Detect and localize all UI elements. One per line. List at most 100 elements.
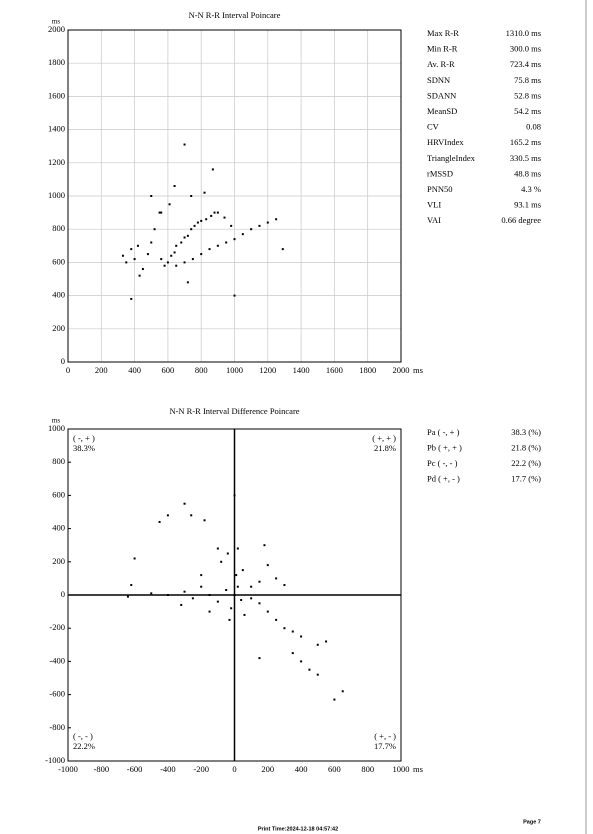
point (266, 221, 269, 224)
y-tick-label: 800 (52, 223, 65, 233)
point (200, 574, 203, 577)
point (190, 228, 193, 231)
point (208, 594, 211, 596)
y-tick-label: 600 (52, 256, 65, 266)
quadrant-percent: 22.2% (73, 741, 95, 751)
x-tick-label: -1000 (58, 764, 78, 774)
point (235, 574, 238, 577)
x-unit: ms (413, 365, 423, 375)
x-tick-label: 200 (95, 365, 108, 375)
point (226, 552, 229, 555)
x-tick-label: 600 (162, 365, 175, 375)
x-tick-label: -600 (127, 764, 143, 774)
stat-value: 165.2 ms (510, 137, 541, 147)
point (291, 630, 294, 633)
point (136, 244, 139, 247)
y-tick-label: 0 (61, 356, 65, 366)
point (275, 218, 278, 221)
point (341, 690, 344, 693)
stat-label: SDNN (427, 75, 450, 85)
stat-value: 330.5 ms (510, 153, 541, 163)
quadrant-percent: 17.7% (374, 741, 396, 751)
stat-label: MeanSD (427, 106, 457, 116)
point (130, 297, 133, 300)
point (230, 607, 233, 610)
x-tick-label: 1600 (326, 365, 343, 375)
stat-value: 22.2 (%) (511, 458, 541, 468)
point (233, 294, 236, 297)
point (316, 643, 319, 646)
point (223, 216, 226, 219)
point (150, 241, 153, 244)
y-tick-label: 1200 (48, 157, 65, 167)
point (196, 221, 199, 224)
point (216, 211, 219, 214)
point (130, 584, 133, 587)
stat-value: 48.8 ms (514, 168, 541, 178)
y-tick-label: 200 (52, 323, 65, 333)
quadrant-sign: ( -, + ) (73, 433, 95, 443)
y-tick-label: 600 (52, 489, 65, 499)
x-tick-label: 800 (195, 365, 208, 375)
y-tick-label: 2000 (48, 24, 65, 34)
y-tick-label: -200 (49, 622, 65, 632)
y-tick-label: 0 (61, 589, 65, 599)
stat-label: Max R-R (427, 28, 459, 38)
point (190, 514, 193, 517)
stat-label: Min R-R (427, 44, 458, 54)
y-tick-label: 1800 (48, 57, 65, 67)
point (241, 569, 244, 572)
point (275, 618, 278, 621)
y-tick-label: 400 (52, 290, 65, 300)
x-tick-label: -800 (94, 764, 110, 774)
point (281, 248, 284, 251)
y-tick-label: 1000 (48, 190, 65, 200)
stat-label: TriangleIndex (427, 153, 476, 163)
point (183, 143, 186, 146)
x-tick-label: 1800 (359, 365, 376, 375)
point (316, 673, 319, 676)
point (150, 195, 153, 197)
y-tick-label: -600 (49, 689, 65, 699)
stat-label: HRVIndex (427, 137, 464, 147)
point (250, 585, 253, 588)
point (325, 640, 328, 643)
stat-label: Pa ( -, + ) (427, 427, 460, 437)
point (233, 238, 236, 241)
chart-title: N-N R-R Interval Poincare (189, 10, 281, 20)
point (133, 258, 136, 261)
point (200, 585, 203, 588)
point (146, 253, 149, 256)
point (266, 610, 269, 613)
point (200, 219, 203, 222)
point (158, 520, 161, 523)
point (250, 597, 253, 600)
point (216, 600, 219, 603)
point (160, 211, 163, 214)
stat-value: 17.7 (%) (511, 473, 541, 483)
point (203, 191, 206, 194)
plot-frame (67, 29, 402, 363)
point (240, 598, 243, 601)
point (333, 698, 336, 701)
point (200, 253, 203, 256)
print-time: Print Time:2024-12-18 04:57:42 (258, 826, 338, 832)
point (126, 595, 129, 598)
point (163, 264, 166, 267)
stat-value: 38.3 (%) (511, 427, 541, 437)
point (291, 652, 294, 655)
x-unit: ms (413, 764, 423, 774)
point (190, 195, 193, 197)
stat-label: Pc ( -, - ) (427, 458, 458, 468)
point (263, 544, 266, 547)
page-number: Page 7 (523, 819, 541, 825)
point (180, 603, 183, 606)
y-tick-label: 800 (52, 456, 65, 466)
point (158, 211, 161, 214)
point (283, 627, 286, 630)
stat-value: 52.8 ms (514, 90, 541, 100)
point (138, 274, 141, 277)
point (175, 264, 178, 267)
